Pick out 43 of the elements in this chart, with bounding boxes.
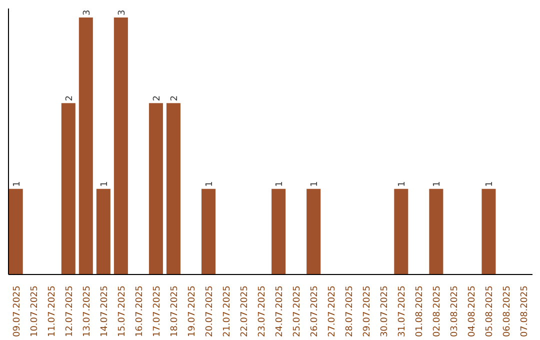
- x-tick-label: 26.07.2025: [310, 286, 320, 338]
- data-label: 1: [100, 181, 110, 187]
- x-tick-label: 25.07.2025: [292, 286, 303, 338]
- x-tick-label: 20.07.2025: [205, 286, 216, 338]
- x-tick-label: 09.07.2025: [12, 286, 22, 338]
- x-tick-label: 22.07.2025: [240, 286, 250, 338]
- data-label: 1: [398, 181, 408, 187]
- x-tick-label: 15.07.2025: [117, 286, 128, 338]
- x-tick-label: 29.07.2025: [362, 286, 373, 338]
- data-label: 1: [205, 181, 216, 187]
- data-label: 1: [485, 181, 496, 187]
- x-tick-label: 14.07.2025: [100, 286, 110, 338]
- x-tick-label: 18.07.2025: [170, 286, 180, 338]
- x-tick-label: 13.07.2025: [82, 286, 92, 338]
- x-tick-label: 12.07.2025: [64, 286, 75, 338]
- x-tick-label: 21.07.2025: [222, 286, 233, 338]
- data-label: 1: [12, 181, 22, 187]
- data-label: 1: [275, 181, 286, 187]
- x-tick-label: 16.07.2025: [134, 286, 145, 338]
- x-tick-label: 06.08.2025: [502, 286, 513, 338]
- x-tick-label: 27.07.2025: [328, 286, 338, 338]
- data-label: 2: [64, 95, 75, 102]
- x-tick-label: 07.08.2025: [520, 286, 530, 338]
- x-tick-label: 30.07.2025: [380, 286, 390, 338]
- x-tick-label: 11.07.2025: [47, 286, 58, 338]
- x-tick-label: 19.07.2025: [187, 286, 198, 338]
- x-tick-label: 02.08.2025: [432, 286, 443, 338]
- data-label: 1: [310, 181, 320, 187]
- data-label: 2: [152, 95, 162, 102]
- x-tick-label: 23.07.2025: [258, 286, 268, 338]
- x-tick-label: 01.08.2025: [415, 286, 426, 338]
- x-tick-label: 04.08.2025: [468, 286, 478, 338]
- data-label: 3: [117, 10, 128, 16]
- data-label: 3: [82, 10, 92, 16]
- x-tick-label: 28.07.2025: [345, 286, 356, 338]
- x-tick-label: 24.07.2025: [275, 286, 286, 338]
- data-label: 2: [170, 95, 180, 102]
- x-tick-label: 10.07.2025: [30, 286, 40, 338]
- x-tick-label: 31.07.2025: [398, 286, 408, 338]
- x-tick-label: 17.07.2025: [152, 286, 162, 338]
- data-label: 1: [432, 181, 443, 187]
- x-tick-label: 03.08.2025: [450, 286, 460, 338]
- x-tick-label: 05.08.2025: [485, 286, 496, 338]
